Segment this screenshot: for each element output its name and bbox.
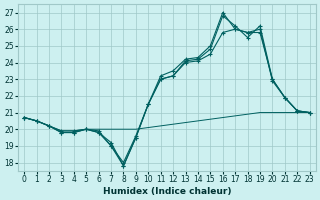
X-axis label: Humidex (Indice chaleur): Humidex (Indice chaleur) — [103, 187, 231, 196]
